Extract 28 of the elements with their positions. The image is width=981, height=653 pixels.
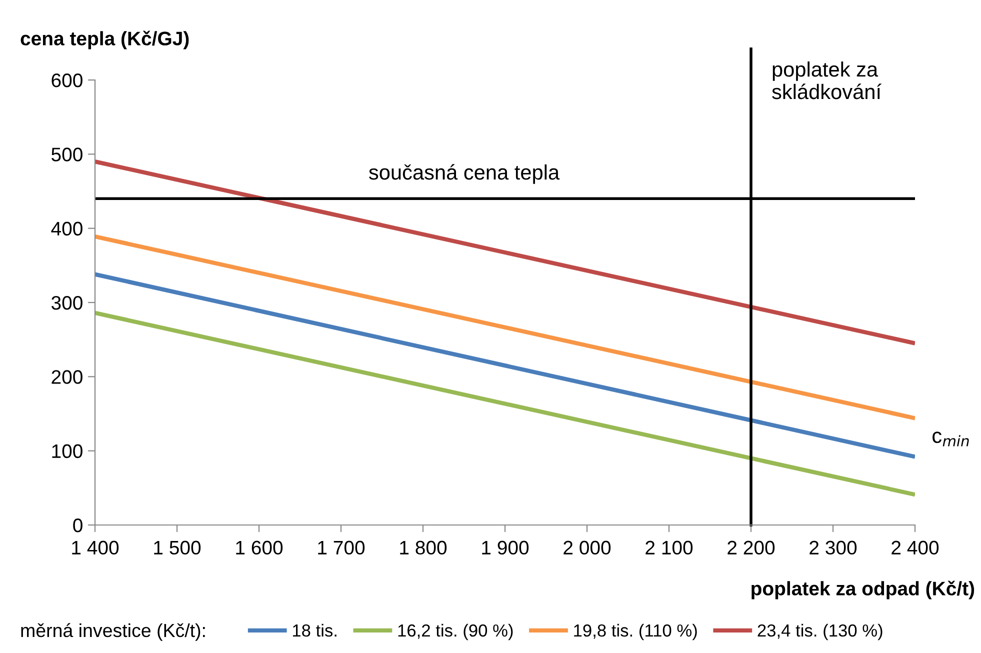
x-tick-label: 1 400 bbox=[72, 540, 119, 555]
y-axis-title: cena tepla (Kč/GJ) bbox=[20, 30, 189, 50]
legend-label: 19,8 tis. (110 %) bbox=[574, 624, 697, 640]
legend-title: měrná investice (Kč/t): bbox=[21, 623, 205, 641]
legend-label: 16,2 tis. (90 %) bbox=[398, 624, 513, 640]
x-tick-label: 2 200 bbox=[728, 540, 775, 555]
x-tick-label: 2 400 bbox=[892, 540, 939, 555]
ref-line-label: poplatek za skládkování bbox=[772, 61, 882, 100]
x-axis-title: poplatek za odpad (Kč/t) bbox=[752, 580, 974, 600]
x-tick-label: 1 700 bbox=[318, 540, 365, 555]
y-tick-label: 0 bbox=[73, 518, 82, 532]
annotation: c$_{min}$ bbox=[932, 432, 969, 446]
legend-label: 23,4 tis. (130 %) bbox=[758, 624, 882, 640]
y-tick-label: 100 bbox=[52, 444, 82, 458]
y-tick-label: 400 bbox=[51, 222, 82, 236]
x-tick-label: 2 000 bbox=[564, 540, 611, 555]
x-tick-label: 2 300 bbox=[810, 540, 857, 555]
x-tick-label: 1 500 bbox=[154, 540, 201, 555]
x-tick-label: 1 900 bbox=[482, 540, 529, 555]
y-tick-label: 600 bbox=[52, 73, 82, 88]
x-tick-label: 1 600 bbox=[236, 540, 283, 555]
y-tick-label: 500 bbox=[52, 148, 82, 162]
x-tick-label: 1 800 bbox=[400, 540, 447, 555]
legend-label: 18 tis. bbox=[292, 624, 336, 637]
x-tick-label: 2 100 bbox=[646, 540, 693, 555]
y-tick-label: 300 bbox=[51, 296, 82, 310]
ref-line-label: současná cena tepla bbox=[369, 164, 560, 184]
y-tick-label: 200 bbox=[52, 370, 82, 384]
